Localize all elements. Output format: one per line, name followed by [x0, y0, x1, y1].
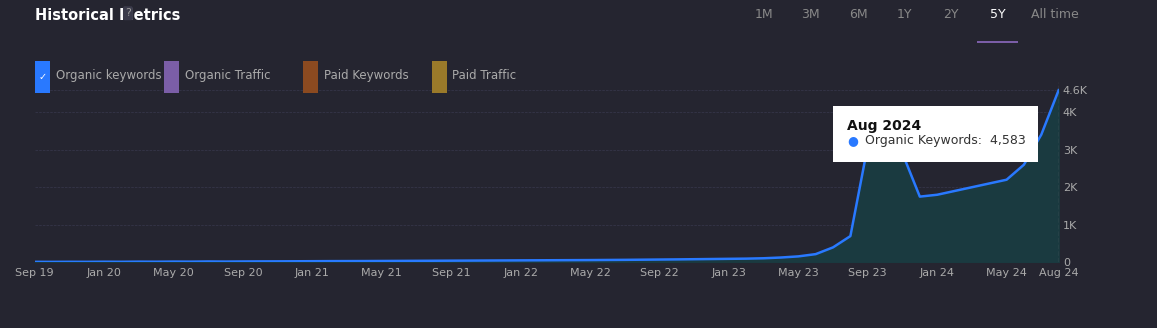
Text: Organic Traffic: Organic Traffic	[185, 69, 271, 82]
Text: Organic Keywords:  4,583: Organic Keywords: 4,583	[864, 134, 1025, 147]
Text: 1Y: 1Y	[897, 8, 913, 21]
Text: 3M: 3M	[801, 8, 819, 21]
Text: 5Y: 5Y	[989, 8, 1005, 21]
Text: 1M: 1M	[754, 8, 773, 21]
Text: Aug 2024: Aug 2024	[847, 119, 922, 133]
Text: Organic keywords: Organic keywords	[56, 69, 161, 82]
Text: ✓: ✓	[38, 72, 46, 82]
Text: ?: ?	[125, 8, 131, 18]
Text: 2Y: 2Y	[943, 8, 959, 21]
Text: Paid Keywords: Paid Keywords	[324, 69, 408, 82]
Text: Historical Metrics: Historical Metrics	[35, 8, 180, 23]
Text: ●: ●	[847, 134, 858, 147]
Text: 6M: 6M	[849, 8, 868, 21]
Text: All time: All time	[1031, 8, 1079, 21]
Text: Paid Traffic: Paid Traffic	[452, 69, 516, 82]
